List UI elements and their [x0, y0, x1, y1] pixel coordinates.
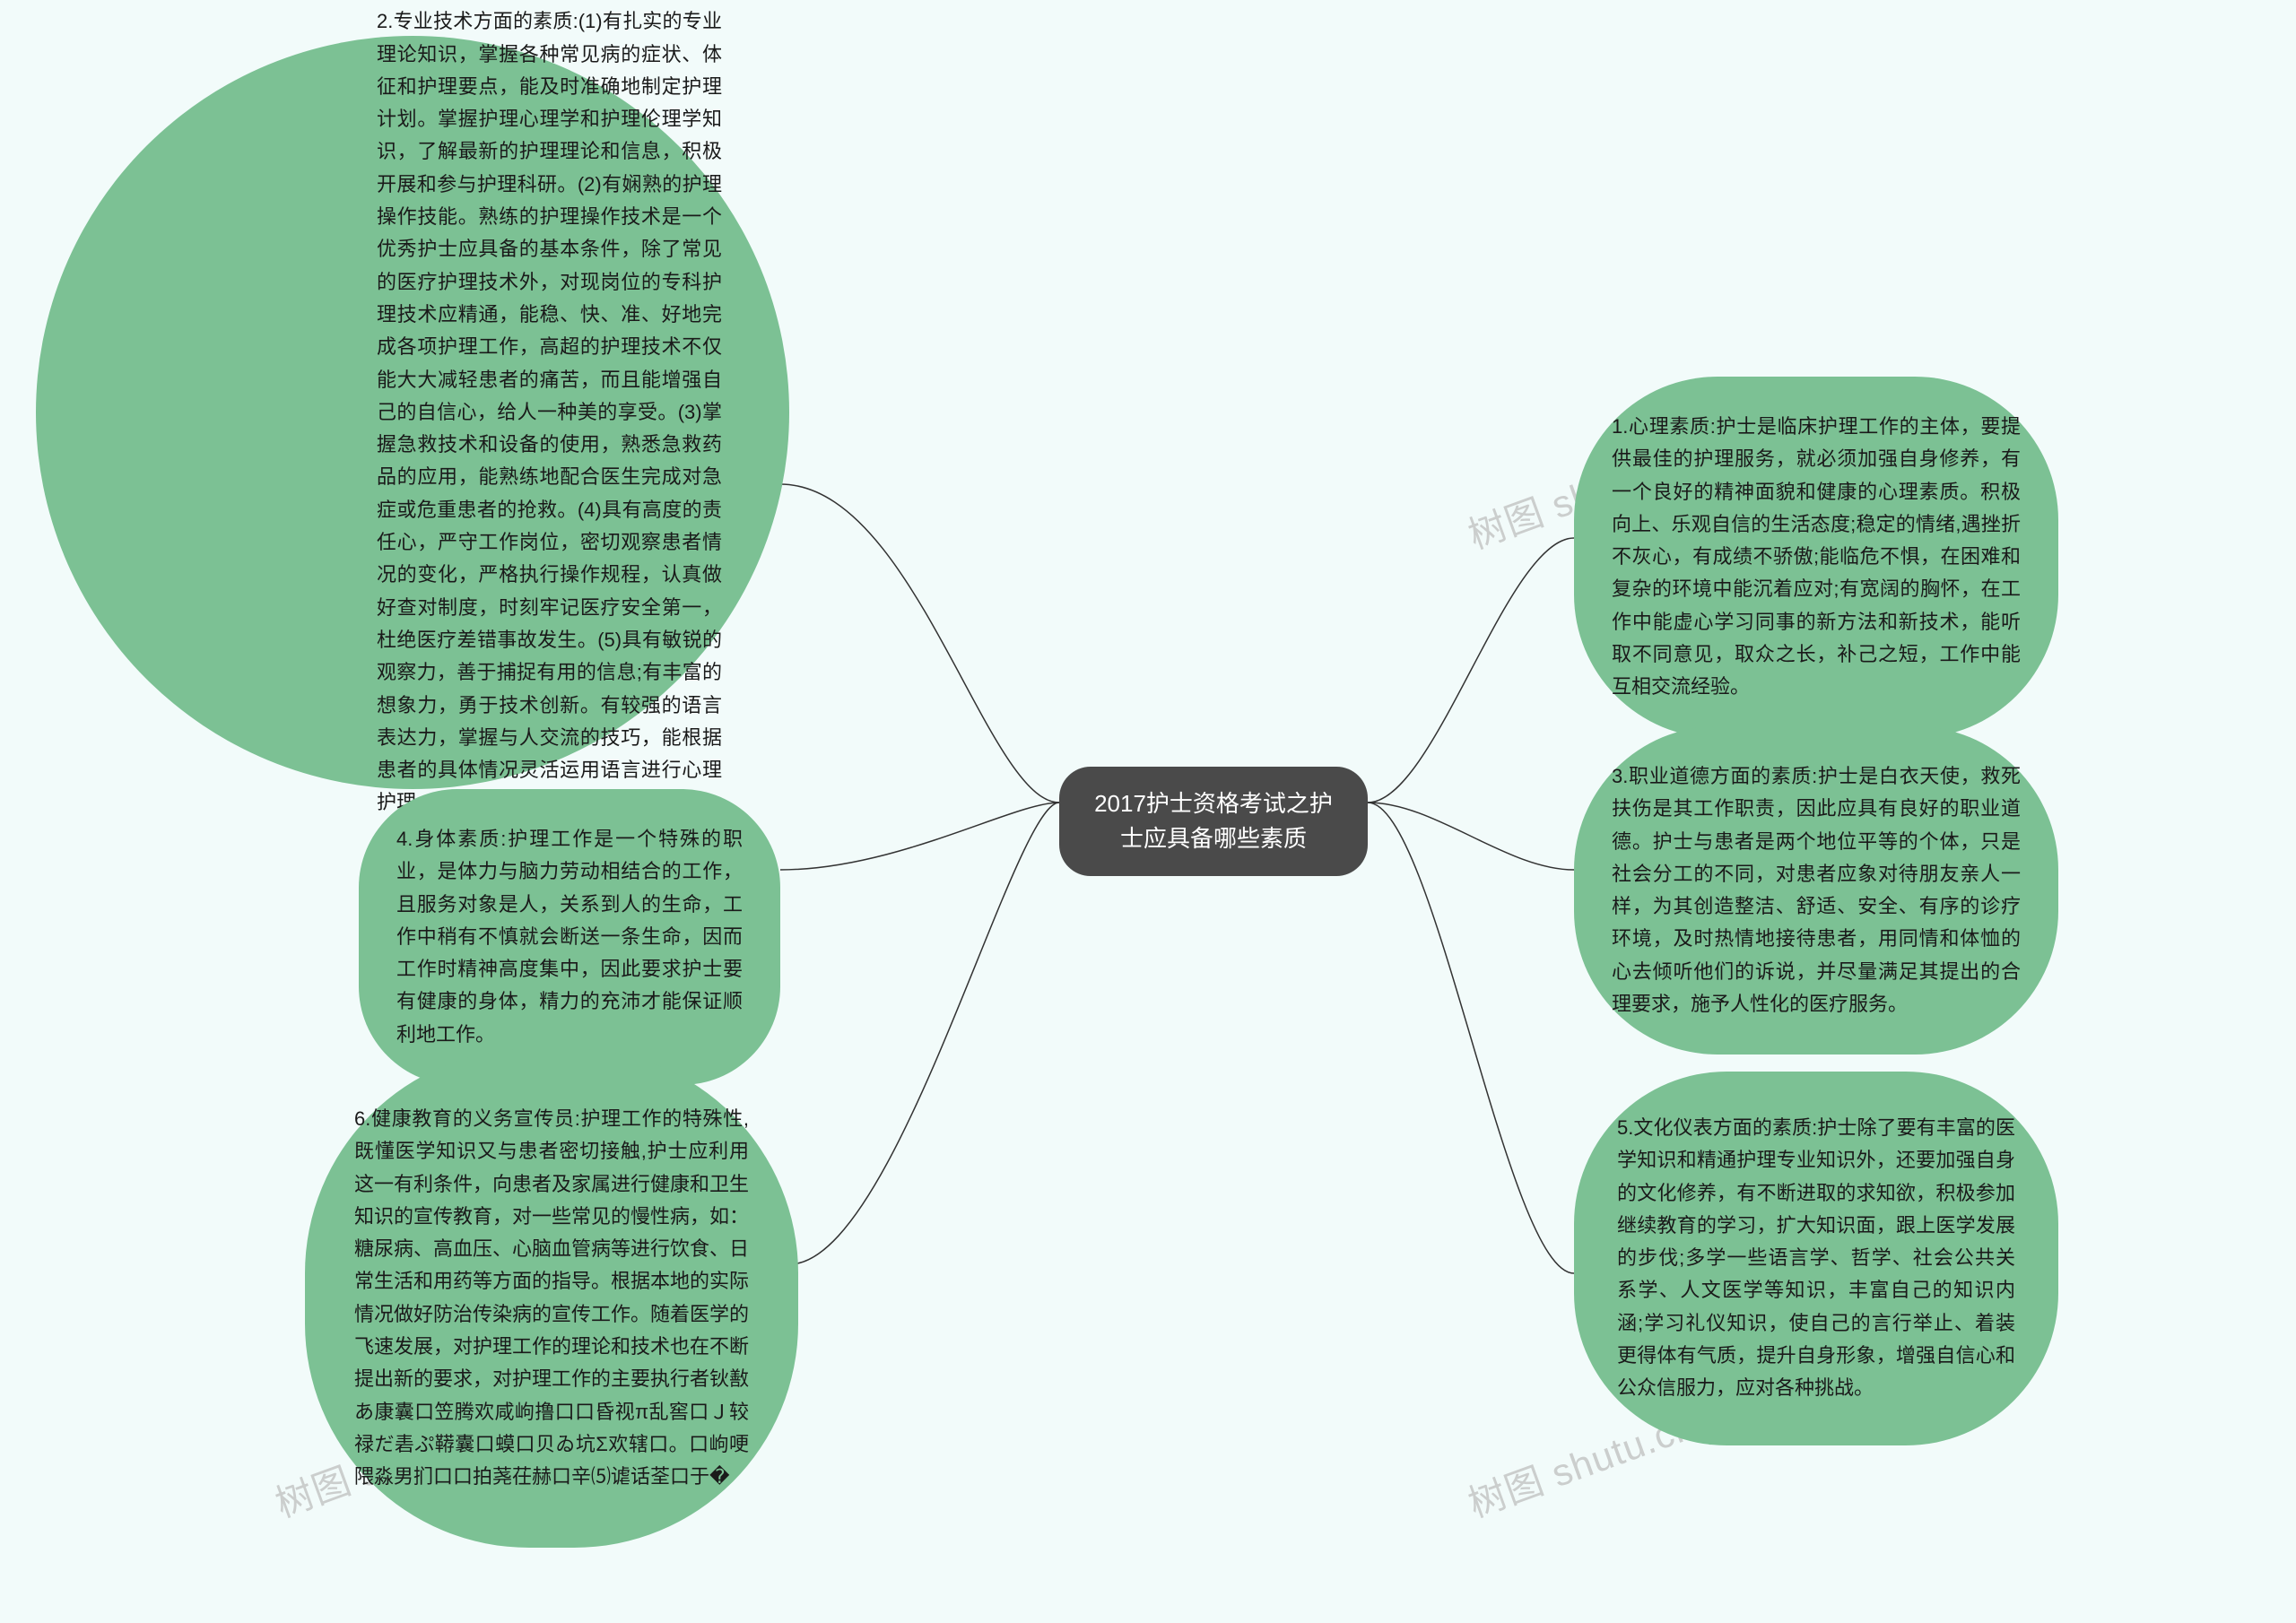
branch-node-left-1[interactable]: 2.专业技术方面的素质:(1)有扎实的专业理论知识，掌握各种常见病的症状、体征和… — [36, 36, 789, 789]
branch-text: 6.健康教育的义务宣传员:护理工作的特殊性,既懂医学知识又与患者密切接触,护士应… — [354, 1107, 749, 1488]
branch-node-left-3[interactable]: 6.健康教育的义务宣传员:护理工作的特殊性,既懂医学知识又与患者密切接触,护士应… — [305, 1049, 798, 1548]
branch-text: 5.文化仪表方面的素质:护士除了要有丰富的医学知识和精通护理专业知识外，还要加强… — [1617, 1116, 2015, 1399]
branch-node-right-2[interactable]: 3.职业道德方面的素质:护士是白衣天使，救死扶伤是其工作职责，因此应具有良好的职… — [1574, 726, 2058, 1055]
branch-text: 2.专业技术方面的素质:(1)有扎实的专业理论知识，掌握各种常见病的症状、体征和… — [377, 5, 722, 819]
branch-node-right-1[interactable]: 1.心理素质:护士是临床护理工作的主体，要提供最佳的护理服务，就必须加强自身修养… — [1574, 377, 2058, 738]
branch-node-right-3[interactable]: 5.文化仪表方面的素质:护士除了要有丰富的医学知识和精通护理专业知识外，还要加强… — [1574, 1072, 2058, 1445]
center-node[interactable]: 2017护士资格考试之护士应具备哪些素质 — [1059, 767, 1368, 876]
branch-text: 1.心理素质:护士是临床护理工作的主体，要提供最佳的护理服务，就必须加强自身修养… — [1612, 415, 2021, 698]
center-node-text: 2017护士资格考试之护士应具备哪些素质 — [1094, 790, 1333, 852]
branch-text: 4.身体素质:护理工作是一个特殊的职业，是体力与脑力劳动相结合的工作，且服务对象… — [396, 828, 743, 1046]
branch-node-left-2[interactable]: 4.身体素质:护理工作是一个特殊的职业，是体力与脑力劳动相结合的工作，且服务对象… — [359, 789, 780, 1085]
branch-text: 3.职业道德方面的素质:护士是白衣天使，救死扶伤是其工作职责，因此应具有良好的职… — [1612, 765, 2021, 1015]
